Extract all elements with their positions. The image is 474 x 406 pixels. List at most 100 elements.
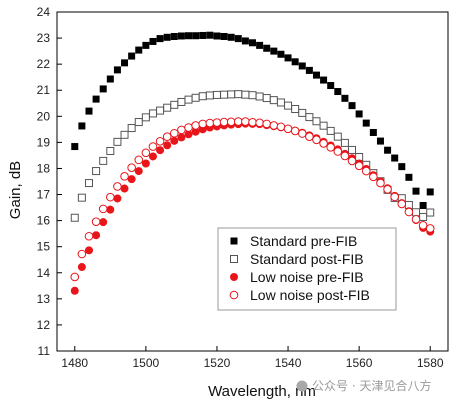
watermark: 公众号 · 天津见合八方 <box>296 378 431 393</box>
data-point <box>71 143 79 151</box>
y-tick-label: 19 <box>37 135 51 149</box>
y-tick-label: 24 <box>37 5 51 19</box>
data-point <box>241 37 249 45</box>
legend-label-low-noise-pre-fib: Low noise pre-FIB <box>250 269 364 285</box>
data-point <box>255 118 264 128</box>
data-point <box>191 121 200 130</box>
data-point <box>263 44 271 52</box>
data-point <box>98 204 108 214</box>
series-standard-post-fib <box>70 90 435 222</box>
data-point <box>426 188 434 196</box>
data-point <box>113 137 122 146</box>
data-point <box>319 121 328 130</box>
data-point <box>312 117 321 126</box>
data-point <box>142 41 150 49</box>
data-point <box>348 145 357 154</box>
y-tick-label: 11 <box>38 344 51 358</box>
data-point <box>340 138 349 147</box>
x-tick-label: 1540 <box>275 356 302 370</box>
data-point <box>135 46 143 54</box>
data-point <box>99 156 108 165</box>
data-point <box>127 175 136 184</box>
data-point <box>233 117 243 126</box>
data-point <box>156 146 165 155</box>
data-point <box>170 136 179 145</box>
data-point <box>256 41 264 49</box>
data-point <box>326 143 336 152</box>
data-point <box>184 123 193 132</box>
data-point <box>120 171 129 181</box>
data-point <box>148 152 157 161</box>
data-point <box>106 192 115 202</box>
data-point <box>376 137 384 145</box>
data-point <box>199 31 207 39</box>
data-point <box>84 179 93 188</box>
data-point <box>320 76 328 84</box>
x-axis: 1480 1500 1520 1540 1560 1580 <box>61 346 444 370</box>
data-point <box>276 98 285 107</box>
legend-marker-standard-post-fib <box>230 255 238 263</box>
data-point <box>290 126 300 136</box>
data-point <box>192 32 200 40</box>
data-point <box>305 132 314 141</box>
data-point <box>383 185 392 194</box>
data-point <box>134 118 143 127</box>
data-point <box>148 142 158 151</box>
data-point <box>113 182 122 191</box>
data-point <box>277 50 285 58</box>
data-point <box>85 107 93 115</box>
data-point <box>391 154 399 162</box>
data-point <box>255 92 264 101</box>
data-point <box>384 146 392 154</box>
data-point <box>163 141 172 150</box>
data-point <box>418 221 428 230</box>
data-point <box>78 122 86 130</box>
data-point <box>341 94 349 102</box>
data-point <box>419 201 427 209</box>
y-tick-label: 17 <box>37 188 51 202</box>
data-point <box>291 105 300 114</box>
data-point <box>106 146 115 155</box>
data-point <box>92 231 101 240</box>
y-tick-label: 16 <box>37 214 51 228</box>
data-point <box>426 208 435 217</box>
data-point <box>106 205 115 214</box>
y-tick-label: 14 <box>37 266 51 280</box>
data-point <box>234 90 243 99</box>
data-point <box>326 126 335 135</box>
data-point <box>177 32 185 40</box>
y-tick-label: 20 <box>37 109 51 123</box>
y-axis-title: Gain, dB <box>7 161 24 219</box>
data-point <box>419 212 428 221</box>
data-point <box>206 31 214 39</box>
data-point <box>270 47 278 55</box>
data-point <box>333 147 343 156</box>
data-point <box>106 75 114 83</box>
data-point <box>113 194 122 203</box>
data-point <box>191 93 200 102</box>
data-point <box>163 33 171 41</box>
data-point <box>404 207 414 217</box>
data-point <box>241 117 250 126</box>
data-point <box>120 184 129 193</box>
data-point <box>305 66 313 74</box>
data-point <box>177 97 186 106</box>
data-point <box>354 161 364 171</box>
data-point <box>319 139 328 148</box>
data-point <box>411 215 421 224</box>
data-point <box>127 124 136 133</box>
legend-box <box>217 227 397 311</box>
data-point <box>213 32 221 40</box>
data-point <box>340 151 350 161</box>
data-point <box>70 213 79 222</box>
data-point <box>355 110 363 118</box>
data-point <box>77 193 86 202</box>
data-point <box>333 132 342 141</box>
data-point <box>70 272 80 282</box>
data-point <box>348 102 356 110</box>
data-point <box>361 166 371 176</box>
data-point <box>312 135 321 145</box>
data-point <box>134 167 143 176</box>
data-point <box>241 90 250 99</box>
y-axis: 11 12 13 14 15 16 17 18 19 20 21 22 23 24 <box>37 5 62 358</box>
